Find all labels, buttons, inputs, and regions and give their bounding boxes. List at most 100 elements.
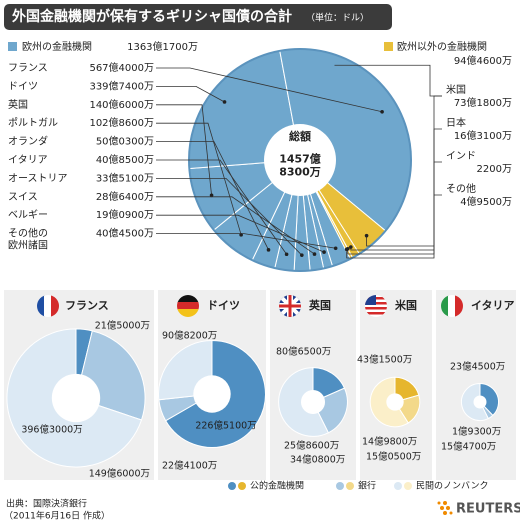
leader-dot: [349, 245, 353, 249]
leader-line: [156, 122, 242, 235]
donut-hole: [51, 373, 101, 423]
flag-france: [37, 295, 59, 317]
leader-dot: [364, 233, 369, 238]
legend-label: 公的金融機関: [250, 480, 304, 492]
panel-title: 英国: [308, 298, 331, 312]
value-label: 15億0500万: [366, 451, 421, 463]
country-label: オランダ: [8, 135, 48, 148]
legend-dot: [346, 482, 354, 490]
group-name: 欧州の金融機関: [22, 40, 92, 53]
country-label: インド: [446, 151, 476, 162]
panel-title: 米国: [394, 298, 417, 312]
value-label: 226億5100万: [195, 420, 256, 432]
donut-hole: [386, 393, 404, 411]
group-value: 1363億1700万: [127, 40, 198, 53]
legend-dot: [238, 482, 246, 490]
value-label: 4億9500万: [460, 195, 512, 208]
value-label: 339億7400万: [89, 79, 154, 92]
donut-hole: [473, 395, 487, 409]
country-label: 米国: [446, 83, 466, 96]
leader-line: [156, 104, 212, 196]
value-label: 2200万: [477, 164, 512, 175]
value-label: 25億8600万: [284, 440, 339, 452]
value-label: 73億1800万: [454, 96, 512, 109]
panel-title: イタリア: [471, 299, 515, 312]
value-label: 14億9800万: [362, 436, 417, 448]
title: 外国金融機関が保有するギリシャ国債の合計: [12, 8, 292, 25]
value-label: 1億9300万: [452, 426, 501, 438]
leader-dot: [284, 252, 289, 257]
value-label: 21億5000万: [95, 320, 150, 332]
leader-line: [346, 194, 442, 259]
value-label: 140億6000万: [89, 98, 154, 111]
legend-dot: [228, 482, 236, 490]
pie-center: [264, 124, 336, 196]
legend-dot: [336, 482, 344, 490]
leader-line: [156, 141, 269, 251]
leader-dot: [322, 250, 326, 254]
legend-dot: [394, 482, 402, 490]
country-label: ベルギー: [8, 209, 48, 221]
group-value: 94億4600万: [454, 54, 512, 67]
value-label: 33億5100万: [96, 171, 154, 184]
value-label: 50億0300万: [96, 135, 154, 148]
country-label: ポルトガル: [8, 117, 58, 129]
country-label: その他の欧州諸国: [8, 227, 48, 252]
country-label: スイス: [8, 192, 38, 203]
legend-label: 銀行: [358, 480, 376, 492]
donut-hole: [300, 389, 326, 415]
value-label: 40億4500万: [96, 227, 154, 240]
value-label: 396億3000万: [21, 424, 82, 436]
leader-dot: [209, 193, 214, 198]
flag-italy: [441, 295, 463, 317]
total-label: 1457億 8300万: [279, 151, 321, 178]
panel-title: フランス: [65, 299, 109, 312]
flag-germany: [177, 295, 199, 317]
value-label: 28億6400万: [96, 190, 154, 203]
country-label: オーストリア: [8, 172, 68, 184]
leader-line: [156, 177, 303, 256]
date: （2011年6月16日 作成）: [4, 510, 110, 522]
value-label: 102億8600万: [89, 116, 154, 129]
value-label: 149億6000万: [89, 468, 150, 480]
country-label: その他: [446, 182, 476, 195]
leader-dot: [344, 247, 349, 252]
country-label: 英国: [8, 98, 28, 111]
value-label: 16億3100万: [454, 129, 512, 142]
leader-line: [156, 233, 336, 249]
country-label: 日本: [446, 116, 466, 129]
value-label: 90億8200万: [162, 330, 217, 342]
total-title: 総額: [289, 129, 311, 143]
value-label: 22億4100万: [162, 460, 217, 472]
leader-line: [156, 159, 287, 255]
panel-title: ドイツ: [207, 299, 240, 312]
leader-line: [156, 86, 225, 103]
flag-uk: [279, 295, 301, 317]
leader-dot: [222, 100, 227, 104]
leader-line: [156, 67, 383, 113]
value-label: 567億4000万: [89, 61, 154, 74]
leader-dot: [312, 252, 317, 256]
country-label: フランス: [8, 62, 48, 74]
country-label: ドイツ: [8, 81, 38, 92]
donut-hole: [193, 375, 231, 413]
value-label: 34億0800万: [290, 454, 345, 466]
logo-icon: [437, 501, 453, 515]
value-label: 19億0900万: [96, 208, 154, 221]
legend-swatch: [384, 42, 393, 51]
legend-dot: [404, 482, 412, 490]
leader-dot: [266, 248, 271, 252]
flag-us: [365, 295, 387, 317]
leader-dot: [333, 246, 338, 251]
title-bar: [4, 4, 392, 30]
leader-line: [156, 196, 315, 255]
leader-dot: [380, 109, 384, 114]
value-label: 80億6500万: [276, 346, 331, 358]
legend-swatch: [8, 42, 17, 51]
value-label: 15億4700万: [441, 441, 496, 453]
value-label: 43億1500万: [357, 354, 412, 366]
unit: （単位：ドル）: [306, 12, 369, 24]
country-label: イタリア: [8, 154, 48, 166]
donut-slice: [479, 382, 499, 417]
